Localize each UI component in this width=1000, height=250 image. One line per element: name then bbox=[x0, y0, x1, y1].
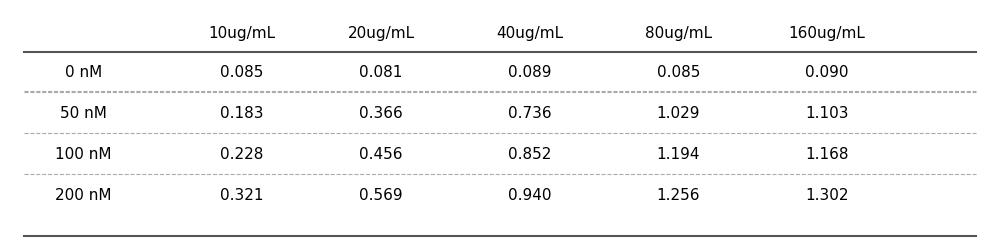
Text: 0.085: 0.085 bbox=[657, 64, 700, 79]
Text: 200 nM: 200 nM bbox=[55, 188, 112, 202]
Text: 160ug/mL: 160ug/mL bbox=[789, 26, 866, 40]
Text: 0.228: 0.228 bbox=[220, 146, 264, 162]
Text: 0.085: 0.085 bbox=[220, 64, 264, 79]
Text: 40ug/mL: 40ug/mL bbox=[496, 26, 563, 40]
Text: 0.736: 0.736 bbox=[508, 106, 552, 120]
Text: 1.029: 1.029 bbox=[657, 106, 700, 120]
Text: 10ug/mL: 10ug/mL bbox=[209, 26, 276, 40]
Text: 0.090: 0.090 bbox=[806, 64, 849, 79]
Text: 0.366: 0.366 bbox=[359, 106, 403, 120]
Text: 20ug/mL: 20ug/mL bbox=[347, 26, 415, 40]
Text: 0.456: 0.456 bbox=[359, 146, 403, 162]
Text: 0.569: 0.569 bbox=[359, 188, 403, 202]
Text: 1.103: 1.103 bbox=[806, 106, 849, 120]
Text: 1.256: 1.256 bbox=[657, 188, 700, 202]
Text: 100 nM: 100 nM bbox=[55, 146, 112, 162]
Text: 0.852: 0.852 bbox=[508, 146, 551, 162]
Text: 1.168: 1.168 bbox=[806, 146, 849, 162]
Text: 0.321: 0.321 bbox=[220, 188, 264, 202]
Text: 50 nM: 50 nM bbox=[60, 106, 107, 120]
Text: 1.302: 1.302 bbox=[806, 188, 849, 202]
Text: 0.940: 0.940 bbox=[508, 188, 552, 202]
Text: 0.089: 0.089 bbox=[508, 64, 552, 79]
Text: 0.081: 0.081 bbox=[359, 64, 403, 79]
Text: 80ug/mL: 80ug/mL bbox=[645, 26, 712, 40]
Text: 0.183: 0.183 bbox=[220, 106, 264, 120]
Text: 1.194: 1.194 bbox=[657, 146, 700, 162]
Text: 0 nM: 0 nM bbox=[65, 64, 102, 79]
